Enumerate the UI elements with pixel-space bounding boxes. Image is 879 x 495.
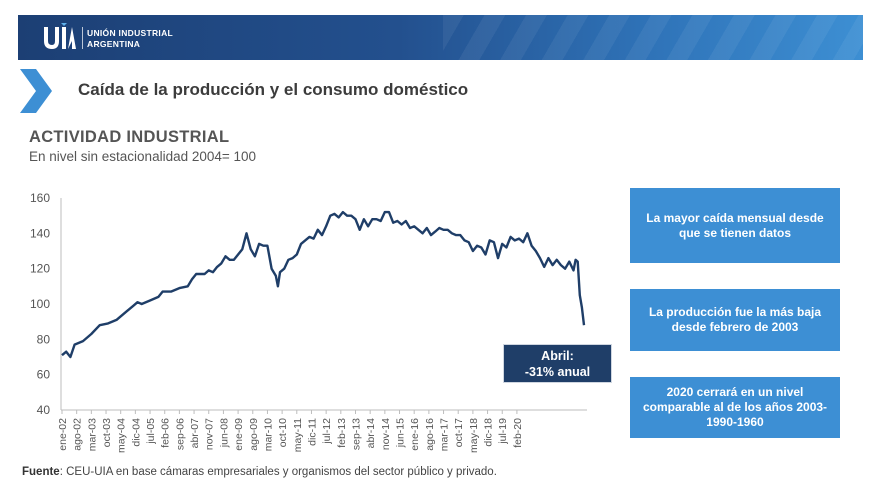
brand-line-2: ARGENTINA bbox=[87, 39, 141, 49]
x-tick-label: sep-06 bbox=[174, 418, 186, 450]
source-label: Fuente bbox=[22, 466, 60, 478]
callout-3: 2020 cerrará en un nivel comparable al d… bbox=[630, 377, 840, 438]
x-tick-label: mar-10 bbox=[262, 418, 274, 451]
x-tick-label: sep-13 bbox=[350, 418, 362, 450]
x-tick-label: dic-11 bbox=[306, 418, 318, 446]
x-tick-label: jul-19 bbox=[497, 418, 509, 445]
y-tick-label: 40 bbox=[37, 403, 51, 417]
slide-title: Caída de la producción y el consumo domé… bbox=[78, 80, 469, 99]
y-tick-label: 160 bbox=[30, 191, 50, 205]
brand-name: UNIÓN INDUSTRIAL ARGENTINA bbox=[87, 28, 173, 50]
x-tick-label: ago-09 bbox=[248, 418, 260, 451]
x-tick-label: may-11 bbox=[292, 418, 304, 452]
x-tick-label: feb-06 bbox=[160, 418, 172, 448]
y-tick-label: 60 bbox=[37, 368, 51, 382]
annotation-line-2: -31% anual bbox=[524, 364, 591, 379]
source-note: Fuente: CEU-UIA en base cámaras empresar… bbox=[22, 466, 497, 478]
x-tick-label: mar-17 bbox=[439, 418, 451, 451]
brand-divider bbox=[82, 27, 83, 49]
x-tick-label: oct-10 bbox=[277, 418, 289, 447]
annotation-line-1: Abril: bbox=[541, 348, 574, 363]
x-tick-label: jun-08 bbox=[218, 418, 230, 448]
chevron-right-icon bbox=[20, 69, 52, 113]
x-tick-label: abr-07 bbox=[189, 418, 201, 449]
x-tick-label: ene-09 bbox=[233, 418, 245, 451]
y-tick-label: 120 bbox=[30, 262, 50, 276]
x-tick-label: may-18 bbox=[468, 418, 480, 453]
x-tick-label: ago-16 bbox=[424, 418, 436, 451]
x-tick-label: ago-02 bbox=[72, 418, 84, 451]
source-text: : CEU-UIA en base cámaras empresariales … bbox=[59, 466, 497, 478]
callout-1-text: La mayor caída mensual desde que se tien… bbox=[646, 210, 824, 240]
y-tick-label: 80 bbox=[37, 332, 51, 346]
callout-3-text: 2020 cerrará en un nivel comparable al d… bbox=[642, 385, 828, 429]
x-tick-label: ene-02 bbox=[57, 418, 69, 451]
x-tick-label: nov-07 bbox=[204, 418, 216, 450]
x-tick-label: oct-17 bbox=[453, 418, 465, 447]
y-axis-ticks: 40 60 80 100 120 140 160 bbox=[30, 191, 50, 417]
callout-2-text: La producción fue la más baja desde febr… bbox=[648, 305, 822, 334]
x-tick-label: feb-13 bbox=[336, 418, 348, 448]
annotation-box: Abril: -31% anual bbox=[503, 344, 612, 383]
chart-subtitle: En nivel sin estacionalidad 2004= 100 bbox=[29, 149, 257, 164]
y-tick-label: 100 bbox=[30, 297, 50, 311]
callout-1: La mayor caída mensual desde que se tien… bbox=[630, 188, 840, 263]
header-decoration bbox=[443, 15, 863, 60]
callout-2: La producción fue la más baja desde febr… bbox=[630, 289, 840, 351]
x-tick-label: nov-14 bbox=[380, 418, 392, 450]
x-tick-label: jul-12 bbox=[321, 418, 333, 445]
brand-line-1: UNIÓN INDUSTRIAL bbox=[87, 28, 174, 38]
x-tick-label: abr-14 bbox=[365, 418, 377, 449]
x-tick-label: oct-03 bbox=[101, 418, 113, 447]
chart-title: ACTIVIDAD INDUSTRIAL bbox=[29, 128, 230, 146]
x-tick-label: jul-05 bbox=[145, 418, 157, 445]
x-tick-label: dic-04 bbox=[130, 418, 142, 447]
chart-axes bbox=[60, 198, 587, 411]
x-axis-ticks: ene-02 ago-02 mar-03 oct-03 may-04 dic-04 jul-… bbox=[57, 410, 524, 453]
series-line bbox=[61, 210, 586, 359]
x-tick-label: ene-16 bbox=[409, 418, 421, 451]
x-tick-label: jun-15 bbox=[395, 418, 407, 448]
x-tick-label: feb-20 bbox=[512, 418, 524, 448]
header-banner: UNIÓN INDUSTRIAL ARGENTINA bbox=[18, 15, 863, 60]
x-tick-label: dic-18 bbox=[483, 418, 495, 447]
x-tick-label: mar-03 bbox=[86, 418, 98, 451]
y-tick-label: 140 bbox=[30, 226, 50, 240]
uia-logo bbox=[44, 23, 76, 49]
x-tick-label: may-04 bbox=[116, 418, 128, 453]
